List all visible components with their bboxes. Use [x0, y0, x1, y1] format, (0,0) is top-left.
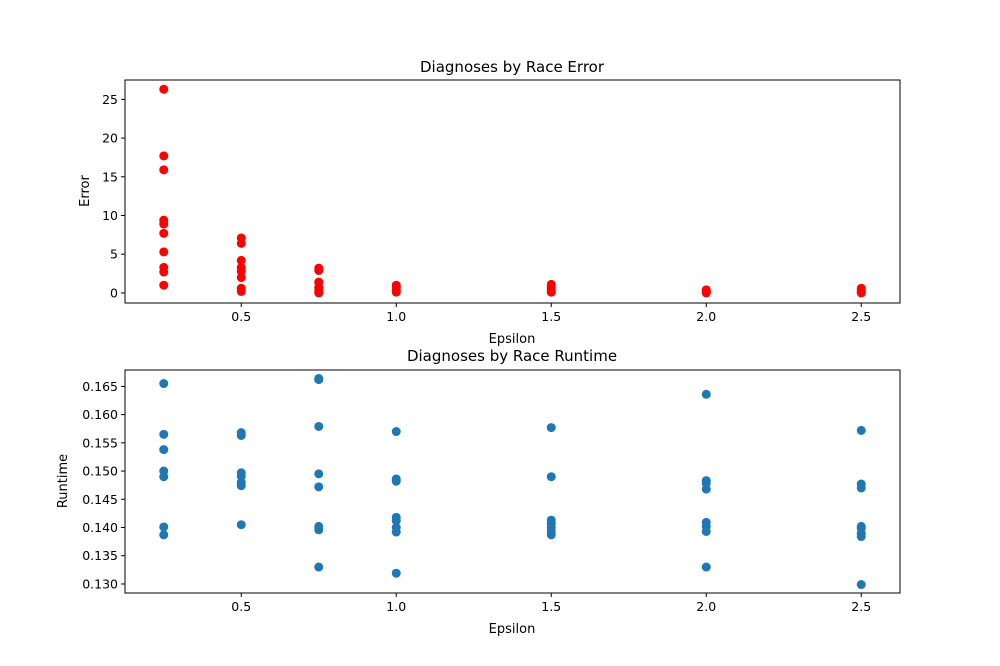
y-tick-label: 0.140	[82, 520, 118, 535]
data-point	[391, 427, 401, 437]
data-point	[391, 476, 401, 486]
data-point	[236, 520, 246, 530]
y-axis-label: Error	[78, 175, 93, 207]
y-tick-label: 15	[102, 169, 118, 184]
x-axis-label: Epsilon	[489, 332, 536, 347]
chart-title: Diagnoses by Race Error	[420, 58, 605, 76]
data-point	[159, 445, 169, 455]
data-point	[314, 562, 324, 572]
x-tick-label: 1.0	[386, 599, 406, 614]
y-tick-label: 0.165	[82, 379, 118, 394]
x-tick-label: 2.0	[696, 309, 716, 324]
x-tick-label: 1.5	[541, 309, 561, 324]
data-point	[236, 430, 246, 440]
data-point	[236, 255, 246, 265]
data-point	[236, 471, 246, 481]
data-point	[159, 530, 169, 540]
data-point	[391, 568, 401, 578]
data-point	[159, 247, 169, 257]
data-point	[391, 516, 401, 526]
data-point	[856, 425, 866, 435]
data-point	[314, 525, 324, 535]
data-point	[856, 483, 866, 493]
data-point	[391, 527, 401, 537]
data-point	[314, 421, 324, 431]
data-point	[236, 272, 246, 282]
data-point	[856, 288, 866, 298]
data-point	[314, 373, 324, 383]
y-tick-label: 20	[102, 131, 118, 146]
y-tick-label: 5	[110, 247, 118, 262]
y-tick-label: 0.155	[82, 435, 118, 450]
data-point	[314, 469, 324, 479]
y-tick-label: 10	[102, 208, 118, 223]
y-tick-label: 0.130	[82, 576, 118, 591]
data-point	[159, 165, 169, 175]
data-point	[236, 481, 246, 491]
y-tick-label: 0.145	[82, 492, 118, 507]
data-point	[391, 287, 401, 297]
data-point	[701, 562, 711, 572]
data-points	[159, 84, 866, 298]
data-point	[856, 532, 866, 542]
y-tick-label: 0.160	[82, 407, 118, 422]
data-point	[546, 287, 556, 297]
x-tick-label: 2.0	[696, 599, 716, 614]
data-point	[159, 472, 169, 482]
data-point	[701, 484, 711, 494]
data-point	[546, 423, 556, 433]
data-point	[159, 84, 169, 94]
data-point	[701, 389, 711, 399]
x-axis-label: Epsilon	[489, 622, 536, 637]
data-point	[856, 580, 866, 590]
data-point	[546, 472, 556, 482]
data-point	[159, 522, 169, 532]
data-points	[159, 373, 866, 590]
x-tick-label: 2.5	[851, 309, 871, 324]
y-tick-label: 0.135	[82, 548, 118, 563]
data-point	[236, 266, 246, 276]
error-chart: Diagnoses by Race Error Epsilon Error 0.…	[78, 58, 901, 347]
y-tick-label: 0	[110, 285, 118, 300]
data-point	[236, 238, 246, 248]
data-point	[236, 286, 246, 296]
x-tick-label: 2.5	[851, 599, 871, 614]
data-point	[159, 429, 169, 439]
ticks: 0.5 1.0 1.5 2.0 2.5 0 5 10 15 20 25	[102, 92, 871, 324]
data-point	[546, 530, 556, 540]
chart-title: Diagnoses by Race Runtime	[407, 347, 617, 365]
data-point	[314, 265, 324, 275]
ticks: 0.5 1.0 1.5 2.0 2.5 0.130 0.135 0.140 0.145 0.150…	[82, 379, 871, 614]
data-point	[159, 219, 169, 229]
runtime-chart: Diagnoses by Race Runtime Epsilon Runtim…	[56, 347, 901, 637]
data-point	[314, 288, 324, 298]
y-axis-label: Runtime	[56, 454, 71, 508]
data-point	[159, 151, 169, 161]
plot-area-frame	[124, 79, 901, 304]
data-point	[159, 228, 169, 238]
x-tick-label: 0.5	[231, 599, 251, 614]
data-point	[314, 482, 324, 492]
data-point	[159, 379, 169, 389]
data-point	[701, 288, 711, 298]
y-tick-label: 0.150	[82, 464, 118, 479]
x-tick-label: 1.5	[541, 599, 561, 614]
plot-area-frame	[124, 369, 901, 594]
data-point	[159, 280, 169, 290]
y-tick-label: 25	[102, 92, 118, 107]
data-point	[701, 526, 711, 536]
data-point	[159, 267, 169, 277]
x-tick-label: 0.5	[231, 309, 251, 324]
x-tick-label: 1.0	[386, 309, 406, 324]
